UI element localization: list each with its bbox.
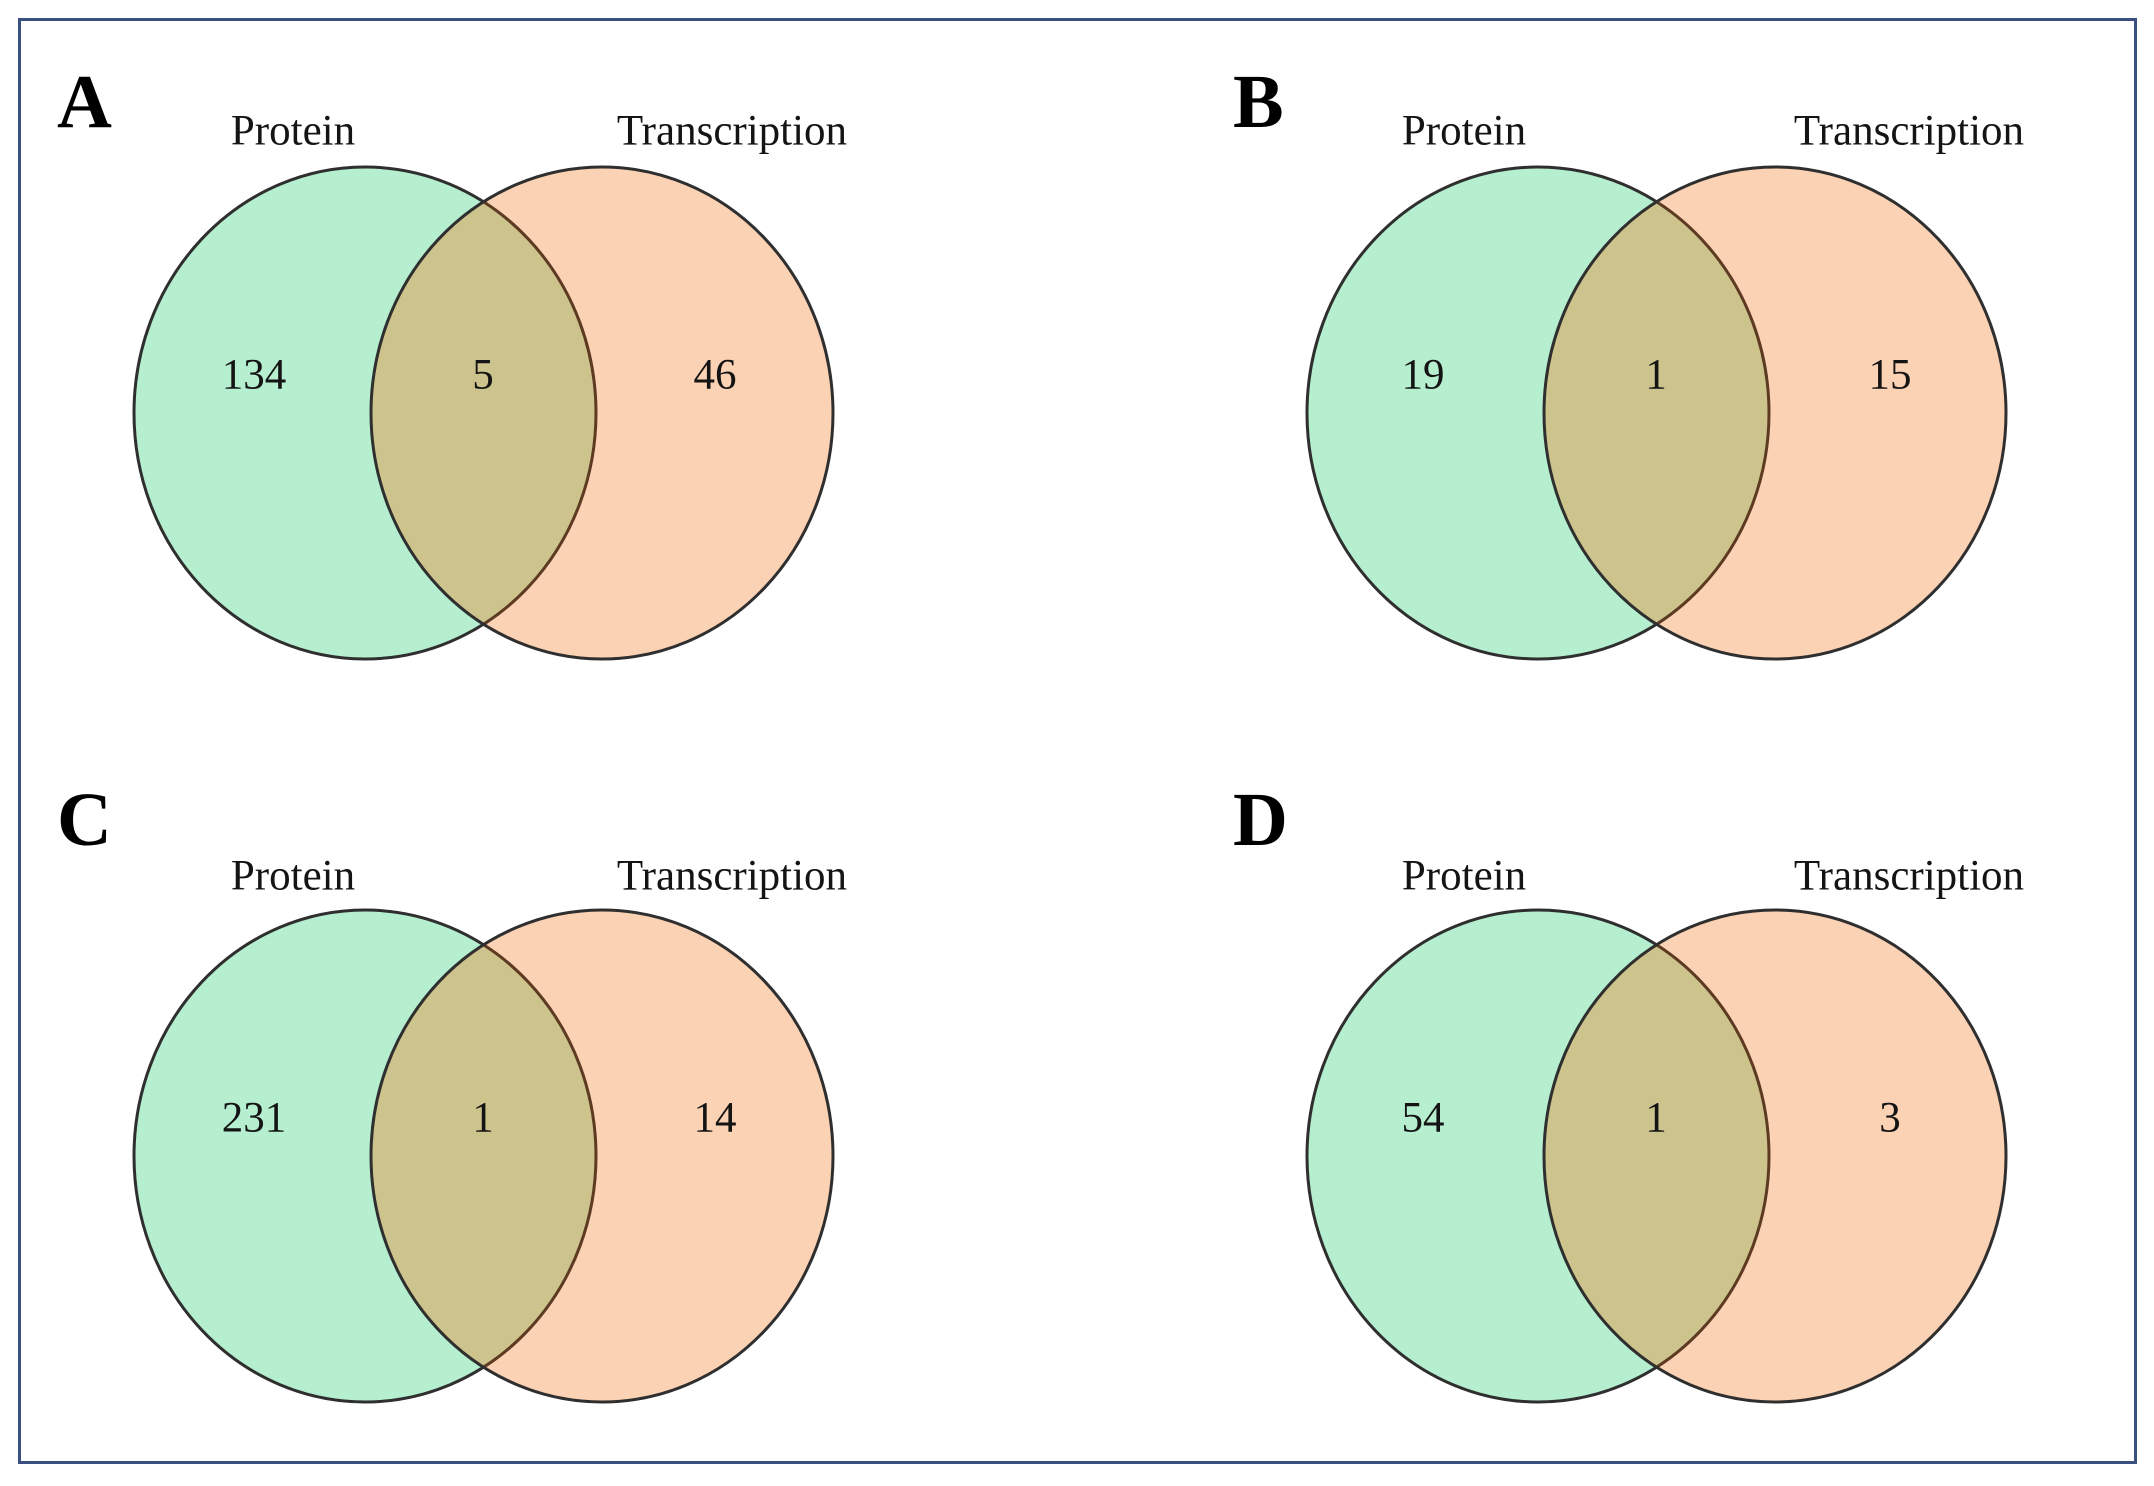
protein-label: Protein	[1402, 853, 1526, 900]
transcription-circle-outline	[1542, 165, 2008, 661]
protein-count: 134	[222, 352, 287, 399]
protein-count: 54	[1402, 1095, 1445, 1142]
overlap-region	[371, 910, 598, 1402]
transcription-count: 46	[694, 352, 737, 399]
transcription-circle-outline	[1542, 908, 2008, 1404]
panel-a-letter: A	[57, 60, 112, 144]
protein-label: Protein	[231, 108, 355, 155]
overlap-count: 1	[1645, 352, 1667, 399]
overlap-count: 5	[472, 352, 494, 399]
protein-count: 19	[1402, 352, 1445, 399]
overlap-region	[1544, 910, 1771, 1402]
panel-d: D Protein Transcription 54 1 3	[1233, 778, 2024, 1404]
panel-b: B Protein Transcription 19 1 15	[1233, 60, 2024, 661]
figure-border	[18, 18, 2137, 1464]
protein-label: Protein	[1402, 108, 1526, 155]
transcription-label: Transcription	[1794, 853, 2024, 900]
overlap-count: 1	[472, 1095, 494, 1142]
overlap-region	[371, 167, 598, 659]
panel-c: C Protein Transcription 231 1 14	[57, 778, 847, 1404]
transcription-circle-outline	[369, 165, 835, 661]
transcription-label: Transcription	[617, 853, 847, 900]
overlap-region	[1544, 167, 1771, 659]
transcription-count: 15	[1869, 352, 1912, 399]
panel-c-letter: C	[57, 778, 112, 862]
transcription-count: 3	[1879, 1095, 1901, 1142]
panel-a: A Protein Transcription 134 5 46	[57, 60, 847, 661]
transcription-label: Transcription	[617, 108, 847, 155]
transcription-count: 14	[694, 1095, 737, 1142]
protein-count: 231	[222, 1095, 287, 1142]
protein-label: Protein	[231, 853, 355, 900]
transcription-label: Transcription	[1794, 108, 2024, 155]
panel-b-letter: B	[1233, 60, 1284, 144]
panel-d-letter: D	[1233, 778, 1288, 862]
overlap-count: 1	[1645, 1095, 1667, 1142]
transcription-circle-outline	[369, 908, 835, 1404]
